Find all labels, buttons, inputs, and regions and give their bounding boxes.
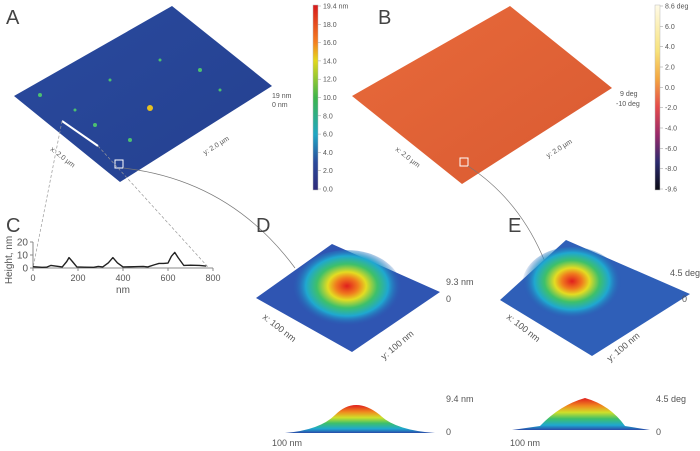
d-profile: [285, 405, 435, 433]
x-tick-label: 200: [70, 273, 85, 283]
panel-label-c: C: [6, 215, 20, 237]
d-z-max: 9.3 nm: [446, 277, 474, 287]
colorbar-tick-label: 4.0: [323, 150, 333, 157]
height-profile-line: [32, 251, 207, 269]
surface-particles: [38, 58, 222, 142]
colorbar-tick-label: 6.0: [323, 132, 333, 139]
height-profile-chart: 0 200 400 600 800 0 10 20 nm Height, nm: [4, 236, 221, 296]
d-profile-max: 9.4 nm: [446, 394, 474, 404]
e-profile-min: 0: [656, 427, 661, 437]
colorbar-tick-label: 0.0: [323, 187, 333, 194]
colorbar-tick-label: 18.0: [323, 22, 337, 29]
d-particle: [292, 250, 402, 330]
colorbar-a-ticks: 19.4 nm 18.0 16.0 14.0 12.0 10.0 8.0 6.0 4.0 2.0 0…: [318, 4, 348, 194]
colorbar-tick-label: 14.0: [323, 58, 337, 65]
d-z-min: 0: [446, 294, 451, 304]
colorbar-tick-label: 4.0: [665, 44, 675, 51]
e-profile: [512, 398, 650, 430]
d-profile-width: 100 nm: [272, 438, 302, 448]
selection-box-b: [459, 157, 469, 167]
e-profile-max: 4.5 deg: [656, 394, 686, 404]
y-tick-label: 10: [17, 251, 29, 262]
colorbar-height: [312, 4, 319, 191]
b-z-max: 9 deg: [620, 91, 638, 98]
y-tick-label: 20: [17, 238, 29, 249]
colorbar-tick-label: 12.0: [323, 77, 337, 84]
colorbar-tick-label: 8.0: [323, 113, 333, 120]
colorbar-tick-label: 8.6 deg: [665, 4, 688, 11]
d-y-axis: y: 100 nm: [379, 328, 416, 361]
colorbar-tick-label: 2.0: [665, 65, 675, 72]
b-z-min: -10 deg: [616, 101, 640, 108]
arrows: [122, 165, 546, 269]
b-x-axis-label: x: 2.0 µm: [394, 146, 421, 169]
y-tick-label: 0: [22, 264, 28, 275]
x-tick-label: 800: [205, 273, 220, 283]
colorbar-tick-label: -6.0: [665, 146, 677, 153]
x-tick-label: 600: [160, 273, 175, 283]
colorbar-tick-label: 2.0: [323, 168, 333, 175]
d-profile-min: 0: [446, 427, 451, 437]
panel-label-a: A: [6, 7, 20, 29]
panel-label-d: D: [256, 215, 270, 237]
colorbar-tick-label: 19.4 nm: [323, 4, 348, 11]
colorbar-tick-label: 16.0: [323, 40, 337, 47]
e-z-min: 0: [682, 294, 687, 304]
colorbar-phase: [654, 4, 661, 191]
e-particle: [522, 247, 622, 323]
panel-label-e: E: [508, 215, 521, 237]
a-y-axis-label: y: 2.0 µm: [202, 135, 230, 156]
selection-box-a: [114, 159, 124, 169]
colorbar-tick-label: 6.0: [665, 24, 675, 31]
colorbar-tick-label: 0.0: [665, 85, 675, 92]
b-y-axis-label: y: 2.0 µm: [545, 138, 573, 159]
e-z-max: 4.5 deg: [670, 268, 700, 278]
colorbar-tick-label: -8.0: [665, 166, 677, 173]
x-tick-label: 400: [115, 273, 130, 283]
afm-height-surface: [14, 6, 272, 182]
colorbar-b-ticks: 8.6 deg 6.0 4.0 2.0 0.0 -2.0 -4.0 -6.0 -8.0 -9.6: [660, 4, 688, 194]
colorbar-tick-label: -9.6: [665, 187, 677, 194]
a-z-max: 19 nm: [272, 93, 292, 100]
a-z-min: 0 nm: [272, 102, 288, 109]
afm-phase-surface: [352, 6, 612, 184]
colorbar-tick-label: -4.0: [665, 126, 677, 133]
colorbar-tick-label: 10.0: [323, 95, 337, 102]
colorbar-tick-label: -2.0: [665, 105, 677, 112]
zoom-connectors: [32, 120, 209, 269]
y-axis-label: Height, nm: [4, 236, 15, 284]
profile-line: [61, 120, 99, 147]
x-axis-label: nm: [116, 285, 130, 296]
e-profile-width: 100 nm: [510, 438, 540, 448]
x-tick-label: 0: [30, 273, 35, 283]
panel-label-b: B: [378, 7, 391, 29]
